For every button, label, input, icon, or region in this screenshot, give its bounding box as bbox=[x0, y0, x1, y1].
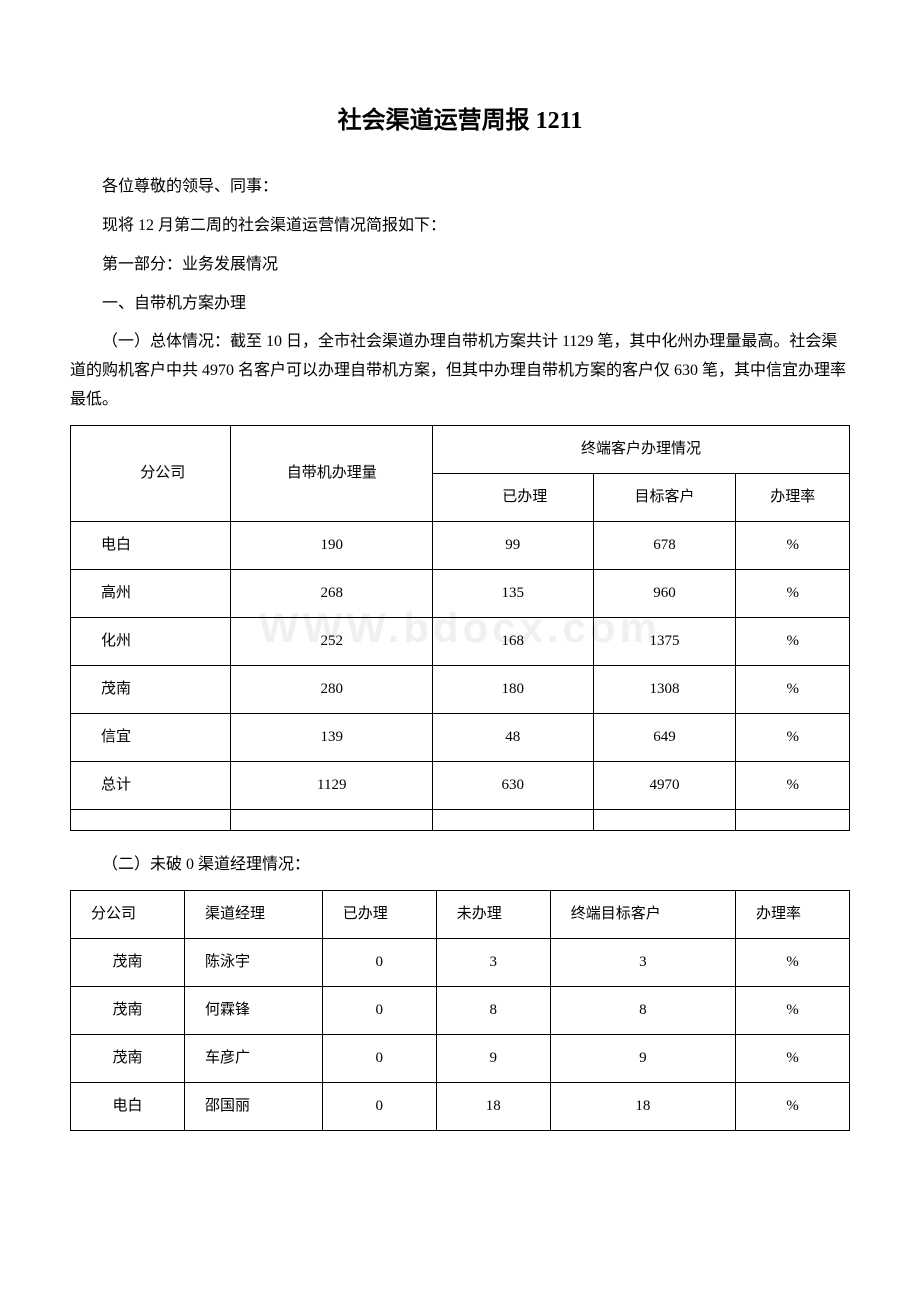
col-rate: 办理率 bbox=[735, 890, 849, 938]
cell-done: 0 bbox=[322, 1034, 436, 1082]
cell-rate: % bbox=[736, 761, 850, 809]
cell-volume: 268 bbox=[231, 569, 433, 617]
cell-manager: 邵国丽 bbox=[185, 1082, 323, 1130]
cell-target bbox=[593, 809, 736, 830]
section1-item2-body: （二）未破 0 渠道经理情况： bbox=[70, 851, 850, 880]
cell-manager: 陈泳宇 bbox=[185, 938, 323, 986]
table-row: 总计 1129 630 4970 % bbox=[71, 761, 850, 809]
cell-target: 18 bbox=[550, 1082, 735, 1130]
table-row: 信宜 139 48 649 % bbox=[71, 713, 850, 761]
cell-done: 630 bbox=[433, 761, 593, 809]
cell-volume: 252 bbox=[231, 617, 433, 665]
cell-done: 168 bbox=[433, 617, 593, 665]
cell-rate: % bbox=[736, 617, 850, 665]
cell-rate: % bbox=[736, 665, 850, 713]
cell-target: 1375 bbox=[593, 617, 736, 665]
cell-volume bbox=[231, 809, 433, 830]
cell-done: 0 bbox=[322, 938, 436, 986]
cell-volume: 190 bbox=[231, 521, 433, 569]
section1-item1-body: （一）总体情况：截至 10 日，全市社会渠道办理自带机方案共计 1129 笔，其… bbox=[70, 328, 850, 414]
cell-done: 180 bbox=[433, 665, 593, 713]
cell-target: 9 bbox=[550, 1034, 735, 1082]
col-manager: 渠道经理 bbox=[185, 890, 323, 938]
cell-manager: 何霖锋 bbox=[185, 986, 323, 1034]
cell-volume: 280 bbox=[231, 665, 433, 713]
cell-volume: 139 bbox=[231, 713, 433, 761]
cell-branch: 化州 bbox=[71, 617, 231, 665]
cell-branch: 茂南 bbox=[71, 665, 231, 713]
col-branch: 分公司 bbox=[71, 890, 185, 938]
cell-target: 4970 bbox=[593, 761, 736, 809]
cell-target: 1308 bbox=[593, 665, 736, 713]
cell-done: 135 bbox=[433, 569, 593, 617]
cell-branch: 高州 bbox=[71, 569, 231, 617]
cell-branch: 总计 bbox=[71, 761, 231, 809]
cell-branch: 茂南 bbox=[71, 986, 185, 1034]
cell-done: 48 bbox=[433, 713, 593, 761]
table-row: 高州 268 135 960 % bbox=[71, 569, 850, 617]
cell-rate: % bbox=[736, 521, 850, 569]
table-row: 茂南 车彦广 0 9 9 % bbox=[71, 1034, 850, 1082]
table-managers: 分公司 渠道经理 已办理 未办理 终端目标客户 办理率 茂南 陈泳宇 0 3 3… bbox=[70, 890, 850, 1131]
section1-item1-header: 一、自带机方案办理 bbox=[70, 290, 850, 319]
col-done: 已办理 bbox=[433, 473, 593, 521]
cell-volume: 1129 bbox=[231, 761, 433, 809]
cell-undone: 18 bbox=[436, 1082, 550, 1130]
cell-target: 649 bbox=[593, 713, 736, 761]
cell-target: 3 bbox=[550, 938, 735, 986]
table-row: 化州 252 168 1375 % bbox=[71, 617, 850, 665]
page-title: 社会渠道运营周报 1211 bbox=[70, 100, 850, 143]
table-row: 电白 190 99 678 % bbox=[71, 521, 850, 569]
intro: 现将 12 月第二周的社会渠道运营情况简报如下： bbox=[70, 212, 850, 241]
cell-done: 0 bbox=[322, 986, 436, 1034]
cell-target: 8 bbox=[550, 986, 735, 1034]
cell-undone: 9 bbox=[436, 1034, 550, 1082]
table-row: 茂南 280 180 1308 % bbox=[71, 665, 850, 713]
col-rate: 办理率 bbox=[736, 473, 850, 521]
col-undone: 未办理 bbox=[436, 890, 550, 938]
cell-branch: 茂南 bbox=[71, 1034, 185, 1082]
table-row bbox=[71, 809, 850, 830]
table-row: 茂南 陈泳宇 0 3 3 % bbox=[71, 938, 850, 986]
section1-header: 第一部分：业务发展情况 bbox=[70, 251, 850, 280]
greeting: 各位尊敬的领导、同事： bbox=[70, 173, 850, 202]
cell-rate: % bbox=[735, 1034, 849, 1082]
cell-branch: 信宜 bbox=[71, 713, 231, 761]
cell-done bbox=[433, 809, 593, 830]
cell-manager: 车彦广 bbox=[185, 1034, 323, 1082]
table-row: 电白 邵国丽 0 18 18 % bbox=[71, 1082, 850, 1130]
cell-branch: 茂南 bbox=[71, 938, 185, 986]
cell-rate: % bbox=[735, 1082, 849, 1130]
table-row: 分公司 渠道经理 已办理 未办理 终端目标客户 办理率 bbox=[71, 890, 850, 938]
cell-rate: % bbox=[736, 569, 850, 617]
cell-done: 99 bbox=[433, 521, 593, 569]
col-done: 已办理 bbox=[322, 890, 436, 938]
cell-branch bbox=[71, 809, 231, 830]
cell-rate bbox=[736, 809, 850, 830]
cell-target: 678 bbox=[593, 521, 736, 569]
table-row: 分公司 自带机办理量 终端客户办理情况 bbox=[71, 425, 850, 473]
col-terminal: 终端客户办理情况 bbox=[433, 425, 850, 473]
col-volume: 自带机办理量 bbox=[231, 425, 433, 521]
cell-done: 0 bbox=[322, 1082, 436, 1130]
cell-branch: 电白 bbox=[71, 521, 231, 569]
cell-branch: 电白 bbox=[71, 1082, 185, 1130]
cell-rate: % bbox=[736, 713, 850, 761]
table-row: 茂南 何霖锋 0 8 8 % bbox=[71, 986, 850, 1034]
col-target: 终端目标客户 bbox=[550, 890, 735, 938]
col-branch: 分公司 bbox=[71, 425, 231, 521]
cell-target: 960 bbox=[593, 569, 736, 617]
cell-undone: 8 bbox=[436, 986, 550, 1034]
table-summary: 分公司 自带机办理量 终端客户办理情况 已办理 目标客户 办理率 电白 190 … bbox=[70, 425, 850, 831]
cell-rate: % bbox=[735, 986, 849, 1034]
col-target: 目标客户 bbox=[593, 473, 736, 521]
cell-undone: 3 bbox=[436, 938, 550, 986]
cell-rate: % bbox=[735, 938, 849, 986]
